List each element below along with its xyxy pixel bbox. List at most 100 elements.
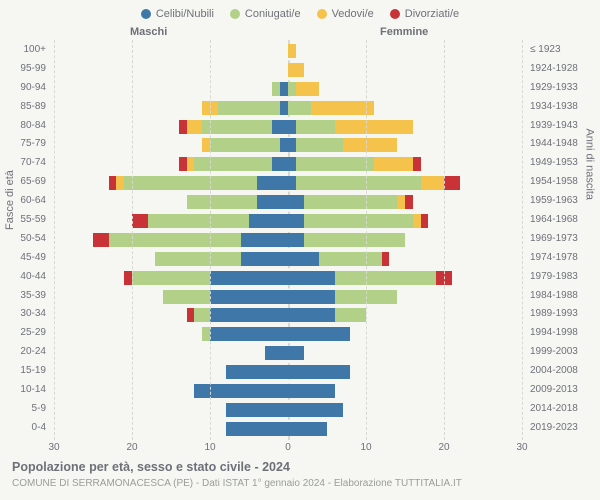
birth-year-label: 1994-1998 [530, 327, 578, 338]
bar-male [187, 308, 288, 322]
bar-segment [132, 271, 210, 285]
bar-male [179, 157, 288, 171]
age-row: 25-291994-1998 [54, 325, 522, 344]
bar-female [288, 233, 405, 247]
bar-segment [272, 157, 288, 171]
birth-year-label: 1974-1978 [530, 252, 578, 263]
age-row: 40-441979-1983 [54, 269, 522, 288]
bar-segment [272, 120, 288, 134]
bar-segment [288, 346, 304, 360]
legend-item: Divorziati/e [390, 8, 459, 20]
age-label: 5-9 [32, 403, 46, 414]
bar-female [288, 290, 397, 304]
bar-segment [304, 214, 413, 228]
age-row: 0-42019-2023 [54, 420, 522, 439]
bar-segment [241, 252, 288, 266]
bar-female [288, 82, 319, 96]
bar-segment [280, 101, 288, 115]
population-pyramid-chart: Celibi/NubiliConiugati/eVedovi/eDivorzia… [0, 0, 600, 500]
bar-segment [335, 308, 366, 322]
bar-segment [280, 82, 288, 96]
bar-segment [304, 233, 405, 247]
bar-female [288, 176, 460, 190]
bar-male [194, 384, 288, 398]
birth-year-label: 2014-2018 [530, 403, 578, 414]
legend-swatch [317, 9, 327, 19]
legend-item: Vedovi/e [317, 8, 374, 20]
bar-segment [296, 138, 343, 152]
x-tick-label: 0 [285, 442, 291, 453]
age-row: 75-791944-1948 [54, 136, 522, 155]
birth-year-label: 2009-2013 [530, 384, 578, 395]
bar-segment [343, 138, 398, 152]
bar-segment [296, 176, 421, 190]
age-label: 25-29 [20, 327, 46, 338]
bar-segment [288, 384, 335, 398]
bar-segment [187, 157, 195, 171]
bar-segment [288, 422, 327, 436]
bar-segment [288, 138, 296, 152]
bar-segment [210, 138, 280, 152]
bar-segment [124, 271, 132, 285]
bar-male [202, 327, 288, 341]
bar-segment [288, 290, 335, 304]
bar-segment [288, 63, 304, 77]
bar-female [288, 120, 413, 134]
bar-female [288, 422, 327, 436]
bar-segment [296, 82, 319, 96]
bar-segment [179, 120, 187, 134]
age-label: 90-94 [20, 82, 46, 93]
bar-segment [413, 157, 421, 171]
bar-female [288, 308, 366, 322]
bar-segment [210, 327, 288, 341]
bar-segment [194, 384, 288, 398]
bar-male [226, 422, 288, 436]
bar-segment [288, 214, 304, 228]
legend-label: Vedovi/e [332, 8, 374, 20]
x-tick-label: 10 [204, 442, 215, 453]
age-label: 100+ [23, 44, 46, 55]
bar-segment [288, 403, 343, 417]
bar-segment [163, 290, 210, 304]
bar-female [288, 195, 413, 209]
legend-swatch [230, 9, 240, 19]
birth-year-label: 1954-1958 [530, 176, 578, 187]
gridline [522, 40, 523, 440]
bar-segment [288, 157, 296, 171]
gridline [210, 40, 211, 440]
bar-segment [109, 176, 117, 190]
legend-label: Coniugati/e [245, 8, 301, 20]
header-female: Femmine [380, 26, 428, 38]
age-row: 65-691954-1958 [54, 174, 522, 193]
age-row: 50-541969-1973 [54, 231, 522, 250]
bar-segment [288, 101, 311, 115]
gridline [366, 40, 367, 440]
bar-female [288, 365, 350, 379]
age-row: 10-142009-2013 [54, 382, 522, 401]
bar-segment [413, 214, 421, 228]
bar-segment [444, 176, 460, 190]
bar-segment [319, 252, 381, 266]
bar-segment [132, 214, 148, 228]
x-tick-label: 30 [48, 442, 59, 453]
birth-year-label: 1944-1948 [530, 138, 578, 149]
bar-female [288, 384, 335, 398]
bar-segment [202, 120, 272, 134]
bar-segment [210, 271, 288, 285]
chart-title: Popolazione per età, sesso e stato civil… [12, 460, 290, 474]
bar-segment [241, 233, 288, 247]
birth-year-label: 1949-1953 [530, 157, 578, 168]
legend: Celibi/NubiliConiugati/eVedovi/eDivorzia… [0, 0, 600, 22]
bar-segment [296, 157, 374, 171]
bar-segment [288, 233, 304, 247]
bar-female [288, 346, 304, 360]
x-tick-label: 20 [126, 442, 137, 453]
y-axis-label-left: Fasce di età [4, 170, 16, 230]
bar-segment [405, 195, 413, 209]
bar-male [155, 252, 288, 266]
birth-year-label: 1959-1963 [530, 195, 578, 206]
age-row: 80-841939-1943 [54, 118, 522, 137]
header-male: Maschi [130, 26, 167, 38]
chart-subtitle: COMUNE DI SERRAMONACESCA (PE) - Dati IST… [12, 478, 462, 489]
birth-year-label: 1999-2003 [530, 346, 578, 357]
